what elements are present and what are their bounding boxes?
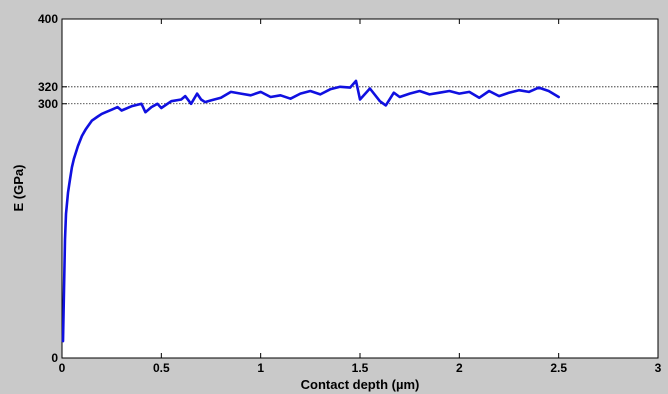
- y-axis-title: E (GPa): [11, 165, 26, 212]
- y-tick-label: 300: [38, 97, 58, 111]
- x-tick-label: 3: [655, 361, 662, 375]
- series-line-0: [61, 79, 561, 343]
- x-tick-label: 2: [456, 361, 463, 375]
- reference-lines: [62, 86, 658, 105]
- y-tick-label: 320: [38, 80, 58, 94]
- plot-area: [61, 18, 659, 359]
- x-tick-label: 1.5: [352, 361, 369, 375]
- y-tick-label: 400: [38, 12, 58, 26]
- x-tick-label: 2.5: [550, 361, 567, 375]
- x-axis-ticks: 0 0.5 1 1.5 2 2.5 3: [59, 19, 662, 375]
- x-tick-label: 0: [59, 361, 66, 375]
- series-layer: [61, 79, 561, 343]
- y-axis-ticks: 0 300 320 400: [38, 12, 658, 365]
- y-tick-label: 0: [51, 351, 58, 365]
- x-tick-label: 0.5: [153, 361, 170, 375]
- x-axis-title: Contact depth (µm): [301, 377, 420, 392]
- x-tick-label: 1: [257, 361, 264, 375]
